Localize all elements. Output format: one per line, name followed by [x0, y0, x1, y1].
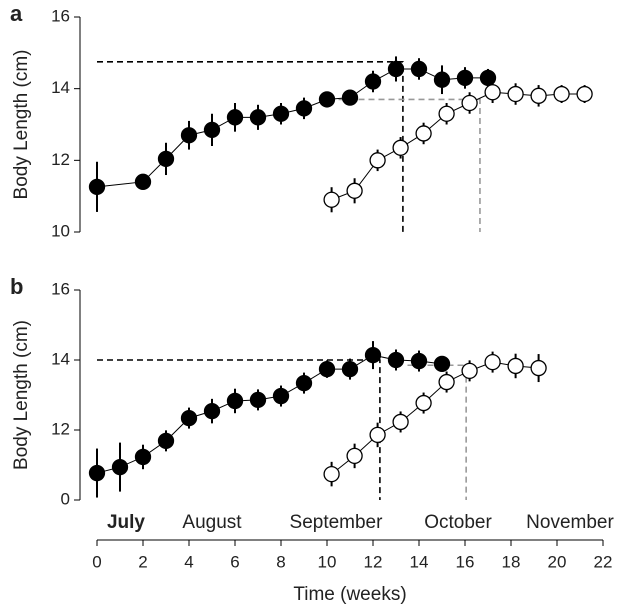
data-point — [433, 71, 451, 88]
data-point — [203, 402, 221, 420]
data-point — [456, 69, 474, 87]
data-point — [341, 89, 359, 106]
data-point — [157, 432, 175, 450]
y-tick-label: 14 — [51, 349, 70, 368]
guide-line — [97, 359, 381, 500]
x-tick-label: 8 — [276, 552, 285, 571]
data-point — [387, 351, 405, 369]
data-point — [341, 360, 359, 378]
data-point — [484, 84, 501, 101]
series-line — [331, 361, 539, 475]
data-point — [180, 409, 198, 427]
month-label: November — [526, 512, 614, 533]
data-point — [484, 353, 501, 371]
data-point — [318, 91, 336, 108]
guide-line — [97, 60, 404, 232]
month-label: July — [107, 512, 145, 533]
month-label: August — [182, 512, 242, 533]
guide-line — [338, 98, 481, 232]
data-point — [507, 85, 524, 103]
x-tick-label: 0 — [92, 552, 101, 571]
x-tick-label: 16 — [456, 552, 475, 571]
data-point — [507, 357, 524, 375]
data-point — [318, 360, 336, 378]
data-point — [438, 373, 455, 391]
data-point — [415, 125, 432, 142]
y-tick-label: 16 — [51, 6, 70, 25]
y-axis-label: Body Length (cm) — [11, 320, 32, 470]
data-point — [157, 150, 175, 168]
x-tick-label: 12 — [364, 552, 383, 571]
data-point — [553, 85, 570, 103]
data-point — [226, 109, 244, 126]
data-point — [346, 447, 363, 465]
data-point — [530, 359, 547, 377]
x-tick-label: 14 — [410, 552, 429, 571]
data-point — [433, 355, 451, 373]
x-tick-label: 20 — [548, 552, 567, 571]
data-point — [249, 109, 267, 126]
x-tick-label: 10 — [318, 552, 337, 571]
data-point — [346, 182, 363, 199]
data-point — [369, 152, 386, 169]
data-point — [111, 458, 129, 476]
x-tick-label: 4 — [184, 552, 193, 571]
x-tick-label: 22 — [594, 552, 613, 571]
data-point — [180, 127, 198, 144]
month-label: October — [424, 512, 492, 533]
series-line — [331, 91, 585, 201]
data-point — [410, 352, 428, 370]
data-point — [226, 392, 244, 410]
data-point — [576, 85, 593, 103]
data-point — [530, 87, 547, 104]
data-point — [88, 178, 106, 196]
y-tick-label: 12 — [51, 150, 70, 169]
data-point — [88, 464, 106, 482]
data-point — [295, 100, 313, 117]
data-point — [323, 465, 340, 483]
y-axis-label: Body Length (cm) — [11, 50, 32, 200]
y-tick-label: 16 — [51, 279, 70, 298]
x-tick-label: 18 — [502, 552, 521, 571]
x-tick-label: 6 — [230, 552, 239, 571]
panel-label: a — [10, 1, 23, 26]
data-point — [134, 173, 152, 190]
data-point — [392, 139, 409, 156]
guide-line — [407, 364, 467, 500]
data-point — [438, 105, 455, 122]
panel-label: b — [10, 274, 23, 299]
y-tick-label: 10 — [51, 221, 70, 240]
data-point — [249, 391, 267, 409]
x-tick-label: 2 — [138, 552, 147, 571]
data-point — [461, 362, 478, 380]
data-point — [295, 374, 313, 392]
data-point — [364, 73, 382, 90]
data-point — [392, 413, 409, 431]
data-point — [323, 191, 340, 208]
data-point — [364, 346, 382, 364]
data-point — [134, 448, 152, 466]
data-point — [415, 394, 432, 412]
data-point — [272, 105, 290, 122]
data-point — [203, 121, 221, 139]
y-tick-label: 12 — [51, 419, 70, 438]
data-point — [272, 387, 290, 405]
month-label: September — [290, 512, 384, 533]
data-point — [410, 60, 428, 78]
data-point — [461, 94, 478, 112]
series-line — [96, 354, 443, 474]
y-tick-label: 14 — [51, 78, 70, 97]
x-axis-label: Time (weeks) — [293, 584, 406, 605]
data-point — [369, 426, 386, 444]
data-point — [387, 60, 405, 78]
y-tick-label: 0 — [61, 489, 70, 508]
